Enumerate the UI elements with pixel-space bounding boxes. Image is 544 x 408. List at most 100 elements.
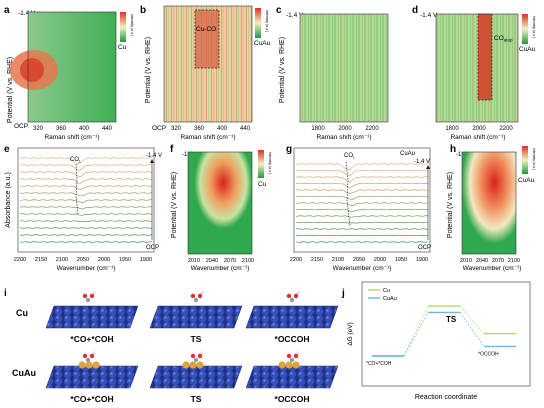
- oxygen-atom: [89, 353, 95, 359]
- energy-connector: [459, 305, 485, 334]
- panel-e-spectra: [19, 157, 153, 243]
- panel-d-tick: 2000: [472, 126, 486, 132]
- panel-g-letter: g: [286, 144, 292, 155]
- spectrum-line: [295, 202, 429, 206]
- panel-g-top-title: CuAu: [400, 151, 415, 157]
- ir-tick-label: 2000: [374, 257, 386, 263]
- panel-j-plot-frame: [361, 281, 531, 387]
- panel-f: Potential (V vs. RHE) -1.4 Intensity (a.…: [171, 150, 272, 272]
- catalyst-slab: [149, 365, 243, 389]
- panel-b-cbar-label: CuAu: [254, 40, 271, 47]
- spectrum-line: [295, 215, 429, 218]
- panel-g-trend-line: [345, 161, 351, 227]
- panel-b-ylabel: Potential (V vs. RHE): [145, 37, 152, 103]
- spectrum-line: [19, 164, 153, 171]
- panel-i-row-label-cuau: CuAu: [12, 368, 36, 378]
- hydrogen-atom: [200, 351, 204, 355]
- carbon-atom: [85, 297, 91, 303]
- spectrum-line: [296, 169, 429, 177]
- au-atom: [278, 361, 286, 369]
- panel-e-letter: e: [4, 144, 10, 155]
- panel-d-cbar-title: Intensity (a.u.): [532, 16, 536, 38]
- panel-c: Potential (V vs. RHE) -1.4 V 1800 2000 2…: [279, 12, 389, 141]
- state-label: *OCCOH: [478, 351, 499, 357]
- spectrum-line: [19, 227, 153, 229]
- spectrum-line: [19, 206, 153, 210]
- au-atom: [292, 361, 300, 369]
- catalyst-slab: [245, 365, 339, 389]
- spectrum-line: [20, 241, 152, 243]
- panel-b-colorbar: [255, 8, 261, 38]
- ir-tick-label: 2050: [77, 257, 89, 263]
- panel-a-cbar-title: Intensity (a.u.): [130, 14, 134, 36]
- energy-connector: [403, 312, 429, 357]
- panel-h: Potential (V vs. RHE) -1.4 Intensity (a.…: [447, 146, 536, 272]
- panel-b-ocp: OCP: [152, 125, 166, 132]
- spectrum-line: [295, 221, 429, 224]
- spectrum-line: [19, 171, 153, 178]
- panel-i-state-label: TS: [191, 334, 202, 344]
- hydrogen-atom: [92, 351, 96, 355]
- panel-e-top-label: -1.4 V: [146, 153, 162, 159]
- ir-tick-label: 2000: [98, 257, 110, 263]
- catalyst-slab: [149, 305, 243, 329]
- panel-b-letter: b: [140, 5, 146, 16]
- panel-f-heatmap: [188, 152, 252, 254]
- spectrum-line: [19, 220, 152, 222]
- catalyst-slab: [245, 305, 339, 329]
- oxygen-atom: [286, 293, 292, 299]
- energy-connector: [403, 305, 429, 357]
- panel-b-tick: 360: [194, 126, 205, 132]
- oxygen-atom: [82, 293, 88, 299]
- ir-tick-label: 1950: [119, 257, 131, 263]
- au-atom: [85, 361, 93, 369]
- panel-b-tick: 440: [240, 126, 251, 132]
- panel-c-letter: c: [276, 5, 282, 16]
- panel-a-tick: 400: [79, 126, 90, 132]
- hydrogen-atom: [92, 291, 96, 295]
- ir-tick-label: 2050: [353, 257, 365, 263]
- panel-e-xticks: 2200 2150 2100 2050 2000 1950 1900: [14, 257, 152, 263]
- panel-e-co-label: COL: [70, 157, 82, 164]
- panel-h-letter: h: [450, 144, 456, 155]
- au-atom: [189, 361, 197, 369]
- panel-h-tick: 2070: [492, 258, 504, 264]
- panel-g-top-label: -1.4 V: [414, 159, 430, 165]
- panel-g-co-label: COL: [344, 153, 356, 160]
- energy-connector: [459, 312, 485, 347]
- spectrum-line: [19, 192, 153, 197]
- panel-a-cbar-label: Cu: [118, 44, 127, 51]
- panel-b-highlight-box: [194, 9, 220, 69]
- panel-d-annotation: COatop: [494, 35, 513, 43]
- panel-b-annotation: Cu-CO: [196, 26, 216, 33]
- au-atom: [196, 361, 204, 369]
- panel-a-xlabel: Raman shift (cm⁻¹): [44, 134, 99, 141]
- oxygen-atom: [293, 293, 299, 299]
- panel-e-ocp: OCP: [146, 245, 159, 251]
- panel-f-xlabel: Wavenumber (cm⁻¹): [191, 265, 250, 272]
- legend-label: Cu: [383, 288, 390, 294]
- panel-b-tick: 320: [171, 126, 182, 132]
- spectrum-line: [295, 228, 429, 230]
- panel-h-cbar-label: CuAu: [518, 177, 535, 184]
- panel-d-cbar-label: CuAu: [519, 46, 536, 53]
- spectrum-line: [19, 157, 153, 165]
- panel-f-colorbar: [258, 150, 264, 178]
- panel-j-marks: *CO+*COH TS *OCCOH: [366, 305, 516, 367]
- panel-c-xlabel: Raman shift (cm⁻¹): [316, 134, 371, 141]
- spectrum-line: [295, 208, 429, 212]
- panel-a-colorbar: [120, 12, 126, 42]
- ir-tick-label: 2200: [14, 257, 26, 263]
- spectrum-line: [295, 189, 429, 194]
- panel-e: Absorbance (a.u.) COL -1.4 V OCP 2200 215…: [5, 147, 162, 272]
- spectrum-line: [295, 241, 429, 243]
- panel-c-heatmap: [300, 14, 388, 122]
- spectrum-line: [295, 163, 429, 171]
- spectrum-line: [19, 234, 153, 236]
- panel-b-xlabel: Raman shift (cm⁻¹): [180, 134, 235, 141]
- panel-f-tick: 2070: [224, 258, 236, 264]
- panel-c-tick: 1800: [311, 126, 325, 132]
- panel-h-tick: 2100: [508, 258, 520, 264]
- panel-d-tick: 2200: [499, 126, 513, 132]
